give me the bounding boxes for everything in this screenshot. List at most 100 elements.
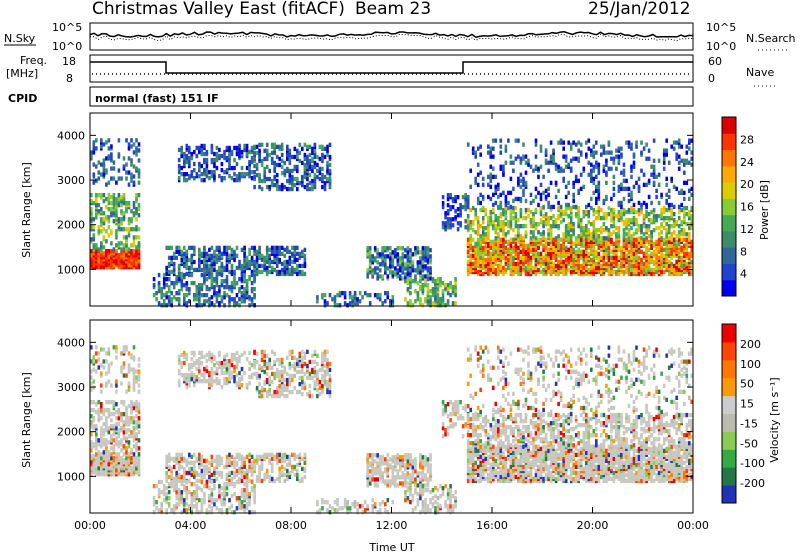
power-cell: [540, 238, 543, 242]
power-cell: [510, 177, 513, 181]
power-cell: [577, 189, 580, 193]
power-cell: [505, 203, 508, 207]
power-cell: [271, 157, 274, 161]
power-cell: [588, 210, 591, 214]
vel-cell: [228, 367, 231, 371]
power-cell: [472, 246, 475, 250]
power-cell: [444, 215, 447, 219]
vel-cell: [256, 386, 259, 390]
power-cell: [324, 299, 327, 303]
power-cell: [366, 252, 369, 256]
power-cell: [271, 143, 274, 147]
power-cell: [675, 240, 678, 244]
cpid-label: CPID: [8, 92, 37, 105]
power-cell: [585, 234, 588, 238]
power-cell: [683, 244, 686, 248]
power-cell: [266, 165, 269, 169]
power-cell: [477, 147, 480, 151]
power-cell: [331, 297, 334, 301]
vel-cell: [226, 381, 229, 385]
vel-cell: [135, 432, 138, 436]
power-cell: [474, 216, 477, 220]
power-cell: [226, 275, 229, 279]
power-cell: [281, 262, 284, 266]
power-cell: [525, 155, 528, 159]
power-cell: [98, 209, 101, 213]
power-cell: [105, 205, 108, 209]
vel-cell: [98, 462, 101, 466]
power-cell: [321, 177, 324, 181]
power-cell: [251, 170, 254, 174]
power-cell: [98, 176, 101, 180]
power-cell: [304, 163, 307, 167]
vel-cell: [188, 373, 191, 377]
power-cell: [540, 232, 543, 236]
power-cell: [306, 161, 309, 165]
power-cell: [130, 209, 133, 213]
power-cell: [605, 226, 608, 230]
power-cell: [120, 176, 123, 180]
power-cell: [105, 215, 108, 219]
power-cell: [344, 291, 347, 295]
power-cell: [477, 270, 480, 274]
power-cell: [658, 173, 661, 177]
power-cell: [160, 287, 163, 291]
power-cell: [266, 260, 269, 264]
power-cell: [324, 187, 327, 191]
power-cell: [115, 233, 118, 237]
power-cell: [550, 141, 553, 145]
power-cell: [610, 167, 613, 171]
power-cell: [613, 230, 616, 234]
power-cell: [550, 244, 553, 248]
power-cell: [547, 161, 550, 165]
power-cell: [547, 193, 550, 197]
power-cell: [407, 272, 410, 276]
power-cell: [93, 140, 96, 144]
power-cell: [128, 170, 131, 174]
power-cell: [135, 152, 138, 156]
power-cell: [474, 151, 477, 155]
power-cell: [273, 246, 276, 250]
power-cell: [487, 216, 490, 220]
vel-cell: [123, 452, 126, 456]
power-cell: [650, 230, 653, 234]
power-cell: [510, 268, 513, 272]
power-cell: [525, 244, 528, 248]
power-cell: [665, 149, 668, 153]
power-cell: [485, 258, 488, 262]
power-cell: [203, 246, 206, 250]
vel-cell: [206, 379, 209, 383]
power-cell: [198, 303, 201, 307]
power-cell: [577, 234, 580, 238]
power-cell: [535, 208, 538, 212]
power-ylabel: Slant Range [km]: [20, 162, 33, 258]
power-cell: [422, 260, 425, 264]
vel-cell: [281, 390, 284, 394]
colorbar-swatch: [722, 150, 736, 167]
power-cell: [502, 191, 505, 195]
vel-cell: [271, 394, 274, 398]
power-cell: [168, 299, 171, 303]
power-cell: [289, 153, 292, 157]
power-cell: [261, 270, 264, 274]
vel-cell: [236, 365, 239, 369]
power-cell: [595, 262, 598, 266]
power-cell: [532, 234, 535, 238]
power-cell: [648, 234, 651, 238]
vel-cell: [253, 360, 256, 364]
power-cell: [497, 216, 500, 220]
power-cell: [577, 214, 580, 218]
power-cell: [630, 206, 633, 210]
power-cell: [221, 176, 224, 180]
power-cell: [417, 297, 420, 301]
power-cell: [213, 162, 216, 166]
power-cell: [640, 151, 643, 155]
power-cell: [138, 158, 141, 162]
power-cell: [427, 266, 430, 270]
power-cell: [532, 266, 535, 270]
power-cell: [123, 243, 126, 247]
power-cell: [221, 162, 224, 166]
power-cell: [527, 159, 530, 163]
vel-cell: [178, 355, 181, 359]
vel-cell: [128, 381, 131, 385]
